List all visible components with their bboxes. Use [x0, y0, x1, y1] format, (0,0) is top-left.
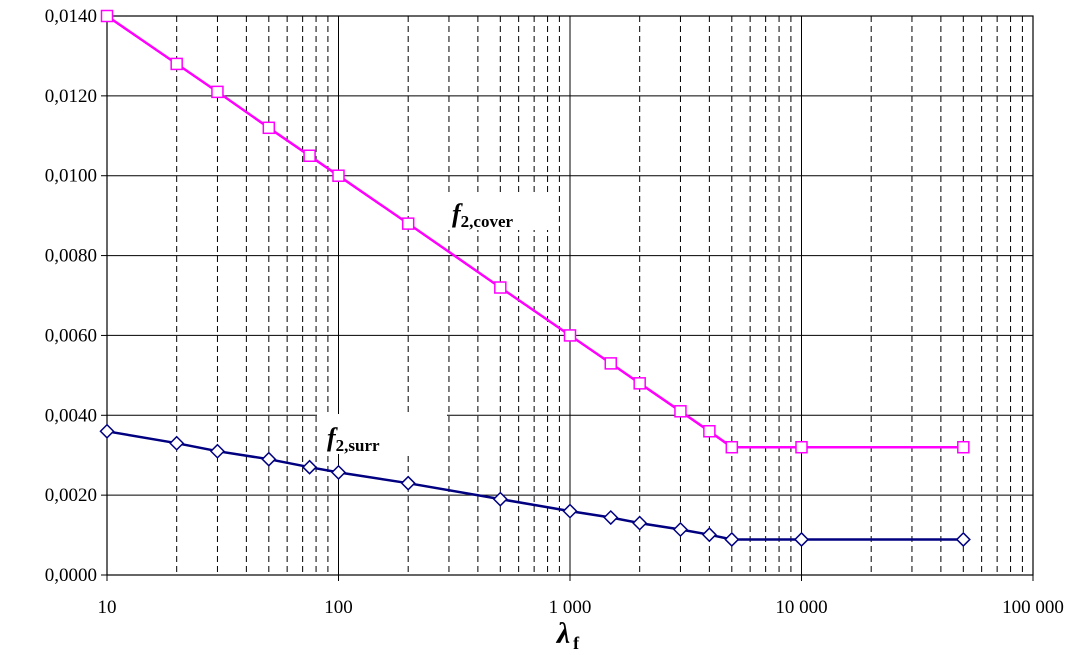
data-point	[957, 440, 970, 454]
data-point	[262, 121, 276, 135]
x-tick-label: 100 000	[1002, 597, 1064, 618]
grid	[106, 15, 1034, 576]
data-point	[724, 531, 740, 548]
data-point	[169, 435, 185, 451]
data-point	[211, 85, 224, 99]
data-point	[701, 527, 717, 543]
data-point	[332, 169, 345, 182]
series-line	[106, 430, 964, 541]
x-tick-label: 1 000	[549, 597, 592, 618]
label-f2-surr-bg	[317, 414, 447, 454]
y-tick-label: 0,0060	[45, 325, 97, 346]
data-point	[302, 459, 318, 475]
data-point	[330, 464, 347, 480]
data-point	[672, 521, 689, 538]
series-1	[99, 423, 971, 548]
x-tick-label: 10	[98, 597, 117, 618]
data-point	[793, 531, 810, 548]
data-point	[170, 57, 183, 71]
data-point	[633, 377, 646, 390]
data-point	[703, 425, 716, 438]
data-point	[401, 217, 415, 230]
data-point	[562, 503, 578, 519]
label-f2-cover-bg	[442, 194, 554, 230]
label-f2-cover-symbol: f	[452, 199, 463, 228]
series-line	[106, 14, 964, 449]
y-tick-label: 0,0040	[45, 405, 97, 426]
series-layer	[99, 9, 971, 548]
y-tick-label: 0,0120	[45, 86, 97, 107]
data-point	[603, 509, 619, 526]
label-f2-cover: f2,cover	[452, 199, 514, 231]
data-point	[955, 531, 971, 548]
data-point	[795, 440, 808, 454]
series-0	[100, 9, 970, 454]
y-tick-label: 0,0100	[45, 166, 97, 187]
plot-border	[106, 15, 1034, 576]
data-point	[632, 515, 648, 531]
y-tick-label: 0,0020	[45, 485, 97, 506]
data-point	[494, 281, 507, 294]
x-axis-label-subscript: f	[573, 633, 580, 653]
data-point	[563, 329, 577, 342]
x-tick-label: 100	[324, 597, 353, 618]
data-point	[261, 451, 277, 467]
y-tick-label: 0,0000	[45, 565, 97, 586]
y-tick-label: 0,0140	[45, 6, 97, 27]
x-axis-label-symbol: λ	[555, 617, 570, 650]
data-point	[674, 405, 687, 418]
data-point	[725, 440, 739, 454]
label-f2-surr-subscript: 2,surr	[336, 436, 380, 455]
data-point	[492, 491, 508, 507]
data-point	[99, 423, 115, 439]
label-f2-surr: f2,surr	[327, 423, 380, 455]
y-tick-label: 0,0080	[45, 246, 97, 267]
data-point	[209, 443, 226, 459]
data-point	[303, 149, 316, 162]
data-point	[100, 9, 114, 23]
axes: 0,0000 0,0020 0,0040 0,0060 0,0080 0,0100 0,01…	[45, 6, 1064, 618]
label-f2-surr-symbol: f	[327, 423, 338, 452]
x-tick-label: 10 000	[775, 597, 827, 618]
label-f2-cover-subscript: 2,cover	[461, 212, 514, 231]
data-point	[400, 475, 416, 491]
data-point	[604, 357, 618, 370]
